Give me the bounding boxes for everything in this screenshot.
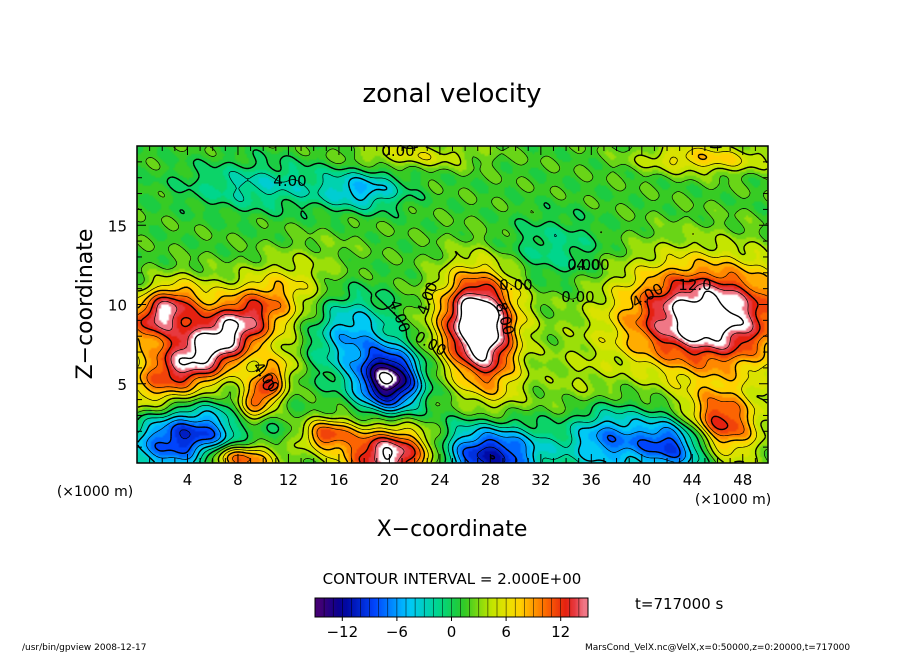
colorbar-tick-label: −12	[326, 623, 358, 641]
y-axis: 5 10 15	[108, 161, 768, 448]
colorbar-tick-label: −6	[386, 623, 408, 641]
colorbar: −12 −6 0 6 12	[314, 597, 589, 641]
contour-label: 12.0	[678, 276, 711, 294]
x-tick-label: 44	[683, 471, 702, 489]
contour-level-14	[153, 283, 754, 463]
colorbar-tick-label: 6	[501, 623, 511, 641]
x-tick-label: 48	[733, 471, 752, 489]
x-tick-label: 28	[481, 471, 500, 489]
x-tick-label: 12	[279, 471, 298, 489]
contour-level--12	[369, 362, 496, 460]
contour-interval: CONTOUR INTERVAL = 2.000E+00	[323, 570, 582, 588]
footer-left: /usr/bin/gpview 2008-12-17	[22, 643, 146, 653]
contour-label: 0.00	[561, 288, 594, 306]
contour-level-2	[137, 146, 768, 463]
footer-right: MarsCond_VelX.nc@VelX,x=0:50000,z=0:2000…	[585, 643, 850, 653]
contour-level--14	[374, 367, 401, 391]
contour-level--16	[378, 371, 394, 385]
y-tick-label: 5	[117, 376, 127, 394]
contour-level-4	[137, 146, 768, 463]
contour-lines	[137, 146, 768, 463]
colorbar-tick-label: 12	[551, 623, 570, 641]
x-unit-left: (×1000 m)	[57, 484, 133, 500]
contour-level--2	[137, 170, 700, 463]
contour-level--6	[146, 333, 687, 463]
y-axis-label: Z−coordinate	[73, 229, 98, 380]
x-unit-right: (×1000 m)	[695, 492, 771, 508]
x-tick-label: 24	[430, 471, 449, 489]
contour-level-10	[137, 271, 768, 463]
contour-level-0	[137, 149, 710, 463]
x-tick-label: 40	[632, 471, 651, 489]
contour-level-6	[137, 147, 768, 463]
y-tick-label: 15	[108, 217, 127, 235]
x-tick-label: 4	[183, 471, 193, 489]
colorbar-tick-label: 0	[447, 623, 457, 641]
contour-level-8	[137, 153, 768, 463]
contour-level-16	[178, 290, 744, 461]
contour-level--4	[137, 176, 692, 463]
contour-label: 4.00	[273, 172, 306, 190]
x-tick-label: 32	[531, 471, 550, 489]
x-axis: 4 8 12 16 20 24 28 32 36 40 44 48	[149, 146, 756, 489]
plot-area: 4.000.004.000.000.004.0012.04.004.000.00…	[136, 142, 769, 464]
contour-label: 0.00	[499, 276, 532, 294]
contour-level--10	[179, 357, 506, 463]
time-label: t=717000 s	[635, 595, 723, 613]
contour-level--8	[154, 346, 681, 463]
contour-level-12	[140, 277, 761, 463]
contour-label: 4.00	[576, 256, 609, 274]
x-tick-label: 16	[329, 471, 348, 489]
contour-label: 0.00	[567, 256, 600, 274]
contour-label: 0.00	[381, 142, 414, 160]
chart-title: zonal velocity	[362, 79, 541, 109]
x-axis-label: X−coordinate	[377, 517, 528, 542]
x-tick-label: 8	[233, 471, 243, 489]
x-tick-label: 36	[582, 471, 601, 489]
colorbar-dividers	[323, 598, 580, 617]
x-tick-label: 20	[380, 471, 399, 489]
y-tick-label: 10	[108, 297, 127, 315]
colorbar-ticks: −12 −6 0 6 12	[326, 617, 570, 641]
